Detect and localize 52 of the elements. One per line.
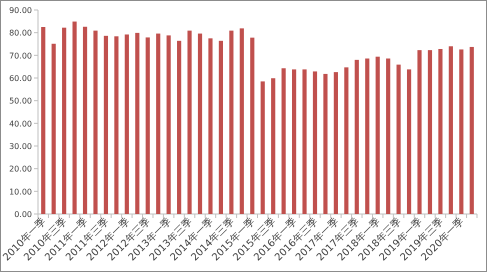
bar	[344, 67, 348, 214]
bar	[417, 50, 422, 214]
bar	[124, 34, 129, 214]
bar	[198, 34, 202, 214]
bar	[323, 74, 328, 214]
bar	[334, 72, 338, 214]
y-tick-label: 0.00	[14, 210, 32, 219]
bar	[177, 40, 182, 214]
bar	[218, 40, 224, 214]
bar	[135, 32, 140, 214]
bar	[271, 78, 276, 214]
bar	[62, 28, 66, 214]
bar	[428, 50, 432, 214]
bar	[114, 36, 118, 214]
bar	[292, 69, 296, 214]
bar	[438, 48, 443, 214]
y-tick-label: 40.00	[9, 119, 32, 128]
bar	[187, 30, 192, 214]
bar	[470, 46, 474, 214]
y-tick-label: 20.00	[9, 164, 32, 174]
bar	[459, 49, 464, 214]
bar	[396, 64, 401, 214]
bar	[406, 69, 412, 214]
bar	[250, 38, 254, 214]
bar	[260, 81, 265, 214]
bar	[166, 35, 171, 214]
bar	[52, 44, 56, 214]
bar	[156, 34, 160, 214]
bar	[104, 36, 108, 214]
bar	[282, 68, 286, 214]
bar	[354, 60, 359, 214]
bar	[82, 26, 88, 214]
y-tick-label: 60.00	[9, 74, 32, 83]
y-tick-label: 50.00	[9, 96, 32, 106]
bar	[240, 28, 244, 214]
bar	[146, 37, 150, 214]
y-tick-label: 80.00	[9, 28, 32, 38]
y-tick-label: 10.00	[9, 187, 32, 196]
bar	[41, 27, 46, 214]
bar	[93, 30, 98, 214]
y-tick-label: 30.00	[9, 142, 32, 151]
bar	[72, 22, 77, 214]
bar	[208, 38, 213, 214]
y-tick-label: 90.00	[9, 6, 32, 15]
bar	[312, 71, 318, 214]
bar	[376, 56, 380, 214]
bar	[229, 30, 234, 214]
bar	[302, 69, 307, 214]
y-tick-label: 70.00	[9, 51, 32, 60]
bar	[448, 46, 453, 214]
bar	[365, 58, 370, 214]
bar	[386, 58, 390, 214]
